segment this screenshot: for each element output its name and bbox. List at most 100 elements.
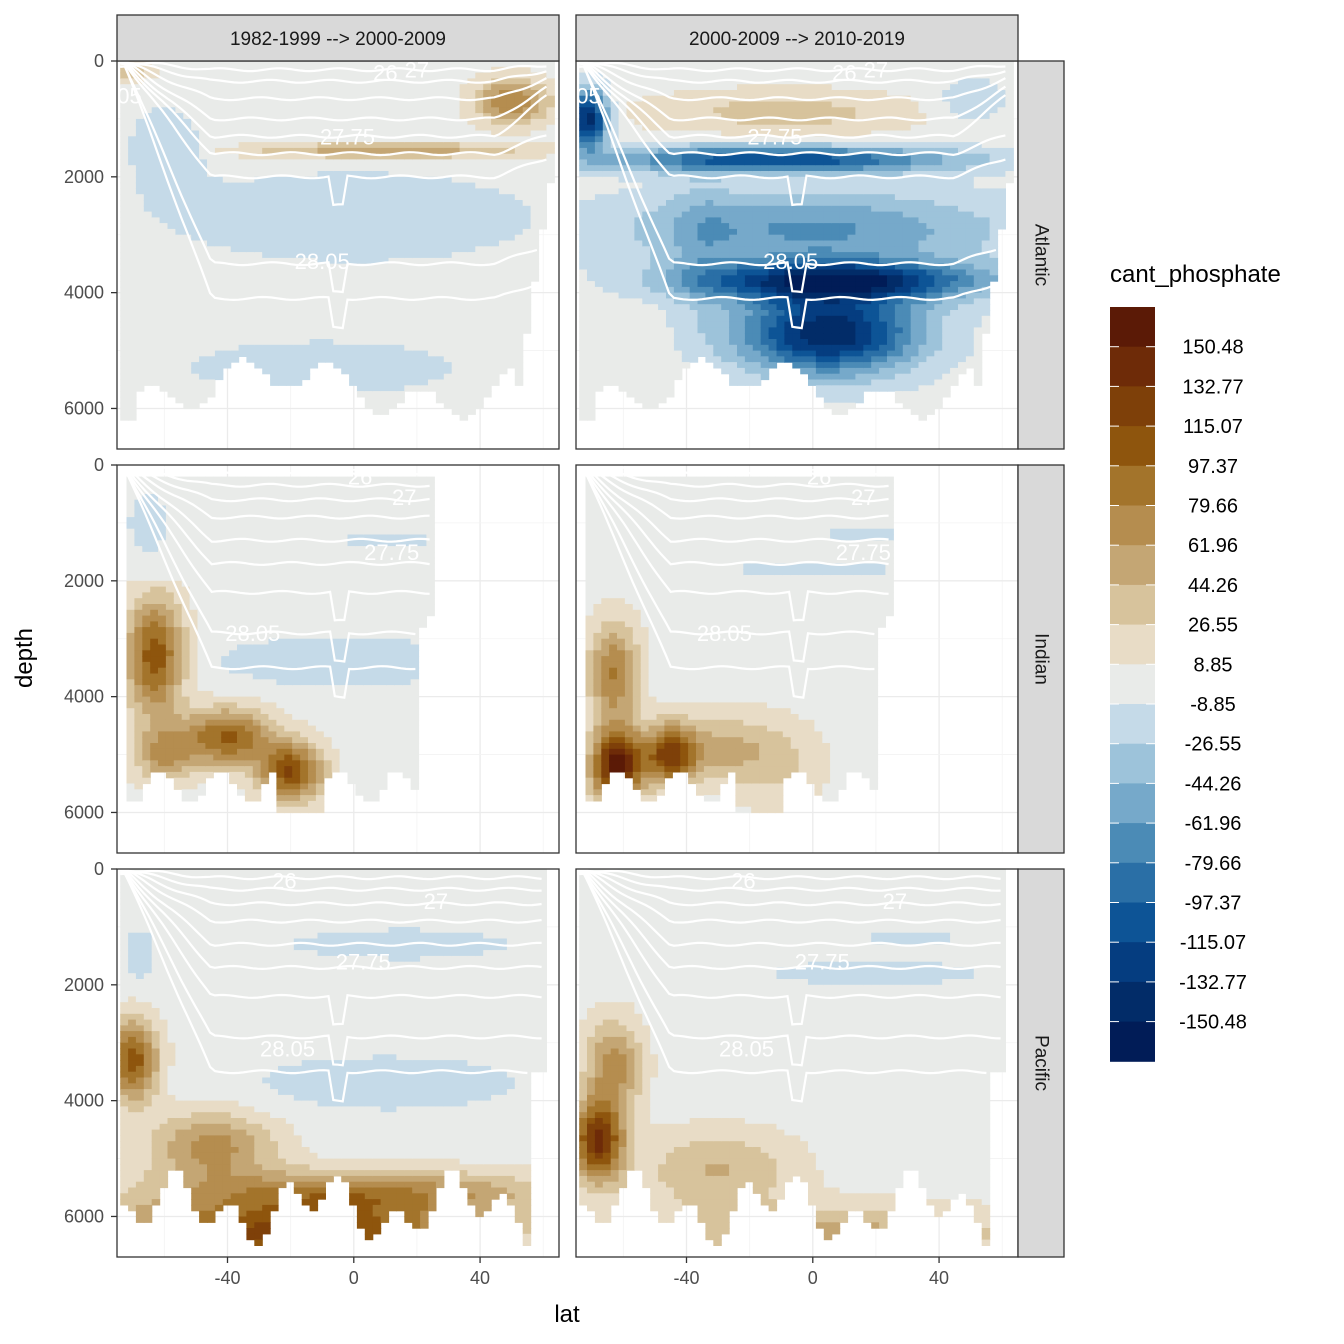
isopycnal-label: 28.05 [763,249,818,274]
isopycnal-line [584,471,875,663]
y-tick-label: 2000 [64,571,104,591]
x-tick-label: -40 [673,1268,699,1288]
legend-key [1110,823,1155,864]
legend-label: -79.66 [1185,853,1242,875]
column-strip: 2000-2009 --> 2010-2019 [575,14,1019,62]
filled-contour-field [120,869,547,1246]
isopycnal-line [120,869,542,924]
legend-key [1110,981,1155,1023]
isopycnal-line [120,872,528,1103]
isopycnal-line [579,869,1001,947]
legend-label: -115.07 [1180,932,1246,954]
isopycnal-line [584,465,889,520]
legend-label: 8.85 [1194,654,1233,676]
y-tick-label: 0 [94,51,104,71]
axes: 020004000600002000400060000200040006000-… [64,51,949,1288]
panel-pacific-1: 27.75 28.05 26 27 [116,868,560,1258]
isopycnal-line [579,869,1001,971]
y-tick-label: 0 [94,455,104,475]
isopycnal-label: 27 [405,58,429,83]
legend-key [1110,545,1155,586]
panel-pacific-2: 27.75 28.05 26 27 [575,868,1019,1258]
isopycnal-line [579,870,1001,1026]
filled-contour-field [579,869,1006,1246]
isopycnal-line [120,61,548,122]
isopycnal-lines [584,465,889,699]
isopycnal-label: 27.75 [836,540,891,565]
y-tick-label: 6000 [64,398,104,418]
isopycnal-line [579,65,997,294]
isopycnal-line [120,61,547,102]
legend-key [1110,624,1155,665]
isopycnal-line [579,872,987,1103]
isopycnal-line [579,61,1006,157]
isopycnal-label: .05 [111,84,142,109]
x-tick-label: 0 [808,1268,818,1288]
legend-label: -26.55 [1185,734,1242,756]
isopycnal-label: .05 [570,84,601,109]
isopycnal-line [125,471,416,663]
legend-key [1110,584,1155,626]
legend-label: 132.77 [1182,376,1243,398]
isopycnal-label: 27.75 [364,540,419,565]
legend-label: -61.96 [1185,813,1242,835]
isopycnal-lines [120,61,548,330]
isopycnal-lines [579,869,1001,1103]
isopycnal-line [120,870,542,1026]
column-strip-label: 1982-1999 --> 2000-2009 [230,29,446,50]
legend-label: -97.37 [1185,893,1242,915]
isopycnal-line [120,62,547,207]
legend-key [1110,743,1155,784]
isopycnal-line [579,61,1006,102]
isopycnal-line [125,467,430,567]
isopycnal-label: 28.05 [260,1037,315,1062]
y-tick-label: 6000 [64,1206,104,1226]
row-strip-label: Atlantic [1031,224,1052,286]
isopycnal-line [579,869,1001,924]
isopycnal-label: 27 [864,58,888,83]
legend-label: 115.07 [1183,416,1243,438]
isopycnal-line [120,61,547,73]
isopycnal-line [120,869,542,892]
panel-indian-2: 27.75 28.05 26 27 [575,464,1019,854]
isopycnal-line [584,465,889,543]
isopycnal-line [579,61,1007,122]
filled-contour-field [120,61,555,421]
isopycnal-label: 26 [373,61,397,86]
isopycnal-line [120,61,548,139]
isopycnal-line [579,61,1006,73]
isopycnal-label: 27 [392,485,416,510]
legend-key [1110,426,1155,467]
legend-key [1110,505,1155,546]
isopycnal-lines [579,61,1007,330]
isopycnal-lines [120,869,542,1103]
isopycnal-label: 28.05 [719,1037,774,1062]
panel-border [116,868,560,1258]
legend-title: cant_phosphate [1110,261,1281,288]
isopycnal-line [125,465,430,543]
x-axis-title: lat [554,1301,580,1328]
legend-label: 150.48 [1182,337,1243,359]
isopycnal-line [120,872,542,1067]
isopycnal-line [584,469,889,622]
isopycnal-line [579,872,1001,1067]
isopycnal-label: 26 [731,869,755,894]
row-strip-label: Pacific [1031,1035,1052,1091]
isopycnal-line [579,869,1001,892]
isopycnal-line [579,65,992,330]
filled-contour-field [585,476,894,814]
panel-indian-1: 27.75 28.05 26 27 [116,464,560,854]
isopycnal-line [120,65,533,330]
isopycnal-line [126,465,430,488]
y-tick-label: 4000 [64,687,104,707]
y-tick-label: 0 [94,859,104,879]
isopycnal-line [579,869,1001,881]
legend-key [1110,346,1155,387]
isopycnal-label: 27.75 [747,124,802,149]
isopycnal-label: 27 [883,889,907,914]
legend-key [1110,307,1155,348]
isopycnal-line [585,465,889,503]
x-tick-label: -40 [214,1268,240,1288]
column-strip: 1982-1999 --> 2000-2009 [116,14,560,62]
y-tick-label: 4000 [64,1091,104,1111]
